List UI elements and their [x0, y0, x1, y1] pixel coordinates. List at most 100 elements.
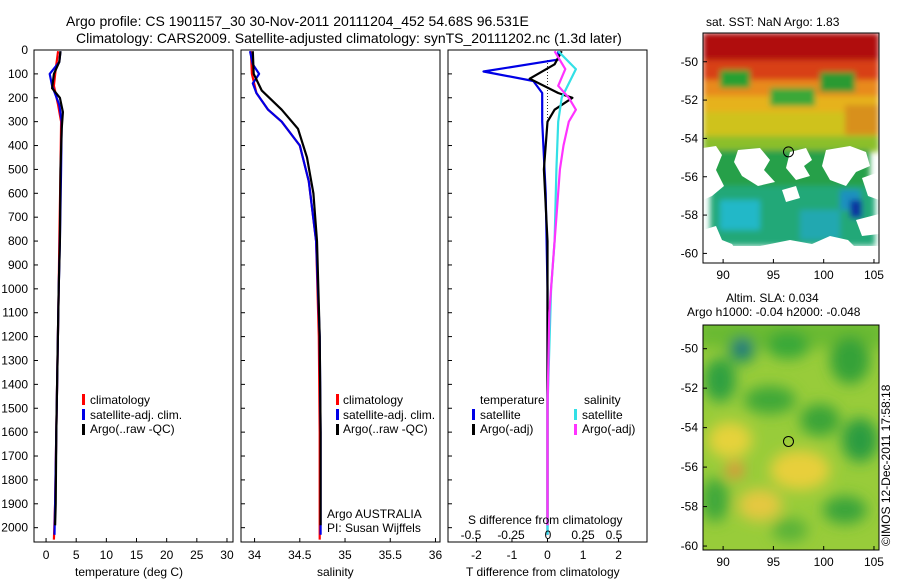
map-x-tick-label: 100	[814, 268, 834, 282]
depth-tick-label: 1400	[1, 377, 28, 391]
temperature-x-axis: 0 5 10 15 20 25 30	[43, 538, 234, 562]
depth-tick-label: 1300	[1, 353, 28, 367]
legend-swatch-sal-satellite	[574, 409, 577, 420]
depth-tick-label: 2000	[1, 521, 28, 535]
legend-swatch-argo	[336, 424, 339, 435]
sst-map-title: sat. SST: NaN Argo: 1.83	[706, 15, 840, 29]
difference-x-axis: -2 -1 0 1 2	[471, 538, 622, 562]
salinity-series	[248, 50, 322, 540]
legend-label-temp-satellite: satellite	[480, 408, 521, 422]
map-y-tick-label: -58	[681, 208, 699, 222]
sla-map-field	[703, 325, 879, 550]
x-tick-label: 36	[429, 548, 443, 562]
series-line-salinity-argo-adj	[546, 50, 578, 526]
argo-location-marker	[782, 146, 794, 158]
legend-title-temperature: temperature	[480, 393, 545, 407]
sla-map-subtitle: Argo h1000: -0.04 h2000: -0.048	[687, 305, 861, 319]
depth-tick-label: 1600	[1, 425, 28, 439]
s-diff-tick: -0.25	[497, 528, 525, 542]
map-y-tick-label: -54	[681, 131, 699, 145]
depth-tick-label: 100	[8, 67, 28, 81]
depth-tick-label: 1000	[1, 282, 28, 296]
legend-swatch-satellite	[336, 409, 339, 420]
depth-tick-label: 1700	[1, 449, 28, 463]
depth-tick-label: 1500	[1, 401, 28, 415]
map-y-tick-label: -50	[681, 55, 699, 69]
temperature-legend: climatology satellite-adj. clim. Argo(..…	[82, 393, 182, 436]
depth-tick-label: 800	[8, 234, 28, 248]
title-line-2: Climatology: CARS2009. Satellite-adjuste…	[76, 30, 622, 46]
sst-map-panel: sat. SST: NaN Argo: 1.83	[681, 15, 885, 282]
depth-tick-label: 900	[8, 258, 28, 272]
depth-tick-label: 1200	[1, 330, 28, 344]
legend-swatch-argo	[82, 424, 85, 435]
legend-label-temp-argo: Argo(-adj)	[480, 422, 533, 436]
x-tick-label: 1	[580, 548, 587, 562]
legend-swatch-temp-satellite	[472, 409, 475, 420]
depth-tick-label: 500	[8, 162, 28, 176]
s-diff-tick: 0.25	[571, 528, 595, 542]
x-tick-label: 34	[248, 548, 262, 562]
depth-tick-label: 1100	[2, 306, 28, 320]
legend-label-sal-satellite: satellite	[582, 408, 623, 422]
x-tick-label: 25	[190, 548, 204, 562]
s-diff-ticks: -0.5 -0.25 0 0.25 0.5	[461, 528, 623, 542]
s-diff-tick: -0.5	[461, 528, 482, 542]
x-tick-label: 34.5	[288, 548, 312, 562]
series-line-climatology	[249, 51, 321, 540]
sla-map-title: Altim. SLA: 0.034	[726, 291, 819, 305]
x-tick-label: 0	[544, 548, 551, 562]
x-tick-label: 35	[338, 548, 352, 562]
map-x-tick-label: 95	[767, 555, 781, 569]
title-line-1: Argo profile: CS 1901157_30 30-Nov-2011 …	[66, 13, 529, 29]
temperature-axes-frame	[33, 49, 234, 543]
sst-map-frame	[702, 32, 880, 264]
salinity-legend: climatology satellite-adj. clim. Argo(..…	[336, 393, 435, 436]
depth-tick-label: 1900	[1, 497, 28, 511]
depth-tick-label: 700	[8, 210, 28, 224]
x-tick-label: 35.5	[379, 548, 403, 562]
map-x-tick-label: 90	[716, 555, 730, 569]
legend-swatch-climatology	[82, 394, 85, 405]
map-y-tick-label: -60	[681, 539, 699, 553]
difference-panel: -2 -1 0 1 2 temperature salinity satellite A…	[447, 49, 648, 579]
s-diff-tick: 0	[545, 528, 552, 542]
legend-label-sal-argo: Argo(-adj)	[582, 422, 635, 436]
temperature-panel: 0100200300400500600700800900100011001200…	[1, 43, 234, 579]
x-tick-label: 0	[43, 548, 50, 562]
x-tick-label: 15	[130, 548, 144, 562]
series-line-satellite-adj-clim	[248, 50, 322, 535]
map-x-tick-label: 90	[716, 268, 730, 282]
legend-label-satellite: satellite-adj. clim.	[90, 408, 182, 422]
salinity-x-axis: 34 34.5 35 35.5 36	[248, 538, 443, 562]
difference-xlabel: T difference from climatology	[466, 565, 620, 579]
sla-map-panel: Altim. SLA: 0.034 Argo h1000: -0.04 h200…	[681, 291, 885, 569]
argo-location-marker	[782, 435, 794, 447]
legend-title-salinity: salinity	[584, 393, 621, 407]
legend-label-climatology: climatology	[343, 393, 403, 407]
sla-map-frame	[702, 324, 880, 551]
sst-map-axes: 90 95 100 105 -50 -52 -54 -56 -58 -60	[681, 55, 885, 282]
sst-map-colors	[703, 33, 879, 246]
x-tick-label: -1	[507, 548, 518, 562]
difference-legend: temperature salinity satellite Argo(-adj…	[472, 393, 635, 436]
legend-swatch-satellite	[82, 409, 85, 420]
temperature-xlabel: temperature (deg C)	[75, 565, 183, 579]
salinity-xlabel: salinity	[317, 565, 354, 579]
x-tick-label: 2	[615, 548, 622, 562]
sst-map-field	[703, 33, 879, 263]
salinity-panel: 34 34.5 35 35.5 36 salinity climatology sate…	[240, 49, 443, 579]
x-tick-label: 10	[100, 548, 114, 562]
temperature-series	[48, 51, 65, 540]
depth-tick-label: 1800	[1, 473, 28, 487]
depth-tick-label: 400	[8, 139, 28, 153]
series-line-temperature-argo-adj	[528, 50, 574, 526]
difference-y-ticks	[448, 49, 452, 529]
map-y-tick-label: -60	[681, 246, 699, 260]
depth-tick-label: 0	[21, 43, 28, 57]
depth-tick-label: 300	[8, 115, 28, 129]
map-y-tick-label: -50	[681, 342, 699, 356]
s-diff-label: S difference from climatology	[468, 513, 623, 527]
map-y-tick-label: -56	[681, 170, 699, 184]
